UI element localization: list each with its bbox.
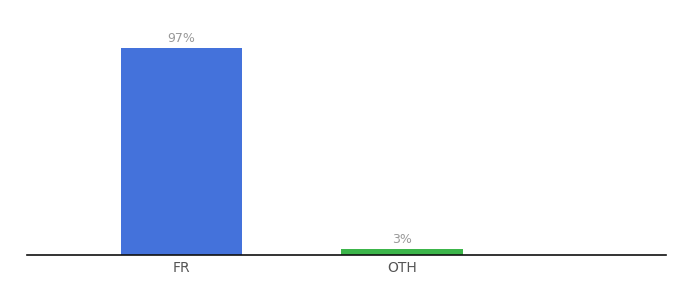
Bar (121, 47, 242, 255)
Bar (341, 249, 462, 255)
Text: 3%: 3% (392, 233, 412, 246)
Text: 97%: 97% (167, 32, 195, 45)
